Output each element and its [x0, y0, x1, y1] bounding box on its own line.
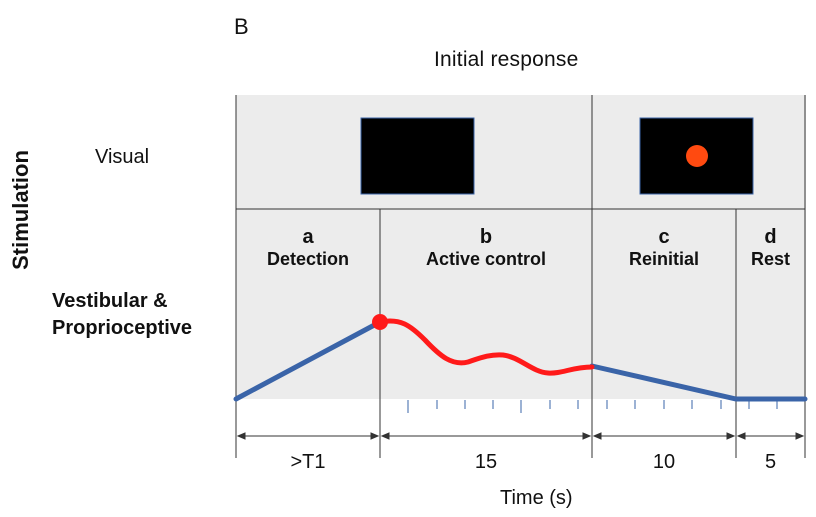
vestibular-label-line1: Vestibular & — [52, 290, 168, 312]
panel-letter: B — [234, 14, 249, 39]
phase-a-duration: >T1 — [290, 451, 326, 473]
vestibular-row-label: Vestibular & Proprioceptive — [52, 288, 192, 342]
phase-a-name: Detection — [266, 249, 349, 269]
phase-c-duration: 10 — [652, 451, 676, 473]
phase-d-letter: d — [764, 226, 777, 248]
visual-row-label: Visual — [95, 146, 150, 168]
phase-d-duration: 5 — [764, 451, 777, 473]
phase-c-name: Reinitial — [628, 249, 699, 269]
phase-c-letter: c — [658, 226, 670, 248]
phase-b-duration: 15 — [474, 451, 498, 473]
diagram-title: Initial response — [434, 48, 579, 71]
phase-a-letter: a — [302, 226, 314, 248]
duration-arrows — [236, 432, 805, 440]
phase-b-letter: b — [479, 226, 493, 248]
stimulus-decay-line — [589, 363, 808, 402]
phase-b-name: Active control — [425, 249, 547, 269]
timeline-ticks — [407, 400, 778, 413]
response-start-dot — [372, 314, 388, 330]
visual-target-dot — [686, 145, 708, 167]
phase-c: c Reinitial — [592, 226, 736, 270]
active-control-response-line — [377, 318, 595, 376]
stimulus-ramp-line — [233, 319, 383, 402]
phase-b: b Active control — [380, 226, 592, 270]
visual-screen-blank — [360, 117, 475, 195]
phase-a: a Detection — [236, 226, 380, 270]
vestibular-label-line2: Proprioceptive — [52, 317, 193, 339]
phase-d: d Rest — [736, 226, 805, 270]
x-axis-label: Time (s) — [500, 487, 573, 509]
phase-d-name: Rest — [750, 249, 790, 269]
